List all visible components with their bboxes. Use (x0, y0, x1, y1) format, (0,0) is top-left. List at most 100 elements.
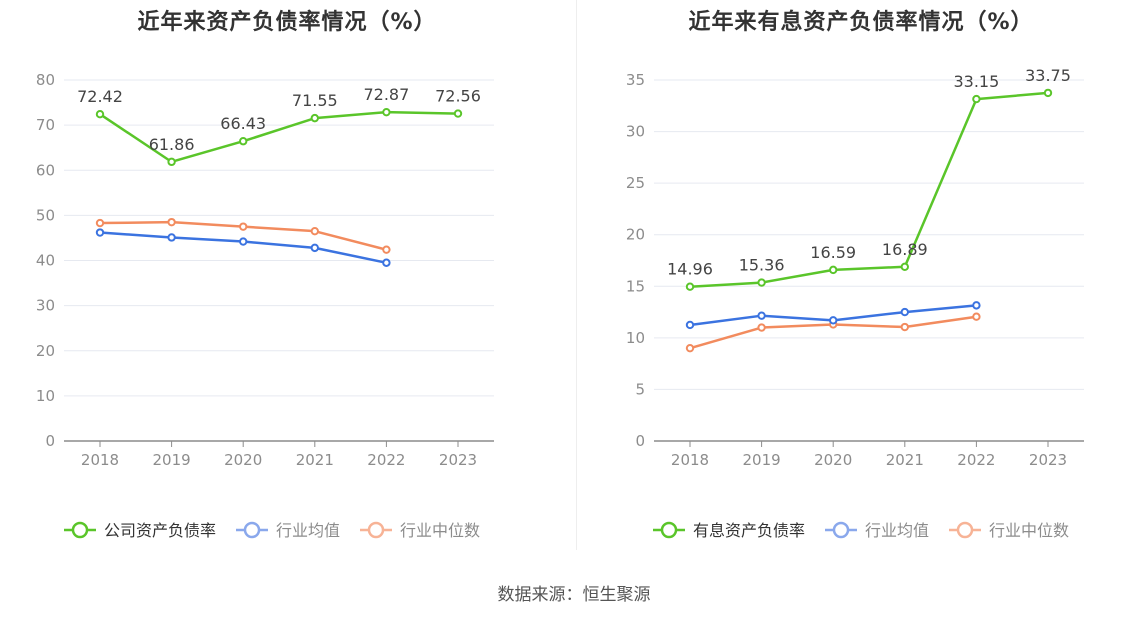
data-point (972, 301, 981, 310)
legend-item[interactable]: 有息资产负债率 (653, 521, 805, 540)
data-point (382, 258, 391, 267)
y-tick-label: 25 (626, 174, 645, 192)
x-tick-label: 2019 (743, 451, 781, 469)
y-tick-label: 60 (36, 161, 55, 179)
legend-label: 行业中位数 (400, 521, 480, 540)
data-point (900, 262, 909, 271)
data-point (829, 265, 838, 275)
y-tick-label: 35 (626, 71, 645, 89)
series-line-industry-mean (99, 231, 387, 264)
data-source-note: 数据来源：恒生聚源 (497, 585, 651, 605)
x-tick-label: 2018 (671, 451, 709, 469)
y-tick-label: 40 (36, 252, 55, 270)
legend-item[interactable]: 公司资产负债率 (64, 521, 216, 540)
x-tick-label: 2020 (224, 451, 262, 469)
data-point (167, 157, 176, 167)
data-point (310, 113, 319, 123)
data-point (167, 217, 176, 227)
data-label: 66.43 (220, 114, 266, 133)
data-label: 33.75 (1025, 66, 1071, 85)
data-label: 16.59 (810, 243, 856, 262)
y-tick-label: 50 (36, 206, 55, 224)
data-label: 33.15 (953, 72, 999, 91)
chart-title: 近年来资产负债率情况（%） (137, 10, 437, 35)
data-point (239, 137, 248, 146)
data-point (1043, 88, 1053, 98)
x-tick-label: 2020 (814, 451, 852, 469)
legend-marker (71, 521, 89, 539)
y-tick-label: 15 (626, 277, 645, 295)
x-tick-label: 2023 (1029, 451, 1067, 469)
legend-label: 行业均值 (276, 521, 340, 540)
y-tick-label: 30 (36, 297, 55, 315)
data-point (757, 311, 766, 320)
x-tick-label: 2022 (367, 451, 405, 469)
data-label: 16.89 (882, 240, 928, 259)
x-tick-label: 2023 (439, 451, 477, 469)
y-tick-label: 20 (36, 342, 55, 360)
data-point (900, 307, 909, 317)
data-point (685, 282, 695, 291)
x-tick-label: 2022 (957, 451, 995, 469)
debt-ratio-chart: 0 10 20 30 40 50 60 70 80 2018 2019 2020 2021 2022 202… (36, 71, 494, 540)
panel-divider (576, 0, 577, 550)
data-point (310, 226, 319, 236)
y-tick-label: 80 (36, 71, 55, 89)
data-label: 72.87 (363, 85, 409, 104)
data-point (95, 218, 105, 228)
data-point (685, 320, 695, 330)
plot-area: 0 10 20 30 40 50 60 70 80 2018 2019 2020 2021 2022 202… (36, 71, 494, 540)
debt-ratio-chart-panel: 近年来资产负债率情况（%） 0 10 20 30 40 50 60 70 80 2018 2019 2… (0, 0, 574, 560)
legend-label: 有息资产负债率 (693, 521, 805, 540)
legend-label: 行业中位数 (989, 521, 1069, 540)
x-tick-label: 2018 (81, 451, 119, 469)
data-label: 61.86 (149, 135, 195, 154)
series-line-company (99, 110, 459, 164)
interest-bearing-debt-ratio-chart-panel: 近年来有息资产负债率情况（%） 0 5 10 15 20 25 30 35 2018 2019 20… (574, 0, 1148, 560)
data-label: 72.56 (435, 87, 481, 106)
data-point (900, 322, 909, 332)
legend-marker (243, 521, 261, 539)
data-point (757, 323, 766, 332)
data-label: 72.42 (77, 87, 123, 106)
data-point (685, 343, 695, 353)
y-tick-label: 70 (36, 116, 55, 134)
legend-label: 行业均值 (865, 521, 929, 540)
chart-title: 近年来有息资产负债率情况（%） (688, 10, 1034, 35)
data-point (95, 110, 105, 119)
legend-item[interactable]: 行业中位数 (360, 521, 480, 540)
data-point (829, 316, 838, 325)
legend-marker (367, 521, 385, 539)
legend-item[interactable]: 行业中位数 (949, 521, 1069, 540)
y-tick-label: 30 (626, 123, 645, 141)
data-point (453, 109, 463, 118)
y-tick-label: 0 (45, 432, 55, 450)
data-point (167, 233, 176, 242)
plot-area: 0 5 10 15 20 25 30 35 2018 2019 2020 2021 2022 2023 14… (626, 66, 1084, 540)
data-point (382, 107, 391, 117)
y-tick-label: 10 (626, 329, 645, 347)
interest-bearing-debt-ratio-chart: 0 5 10 15 20 25 30 35 2018 2019 2020 2021 2022 2023 14… (626, 66, 1084, 540)
y-tick-label: 10 (36, 387, 55, 405)
y-tick-label: 20 (626, 226, 645, 244)
data-point (972, 312, 981, 321)
legend-marker (832, 521, 850, 539)
data-label: 15.36 (739, 256, 785, 275)
x-tick-label: 2019 (153, 451, 191, 469)
data-label: 14.96 (667, 260, 713, 279)
data-point (239, 237, 248, 246)
x-tick-label: 2021 (296, 451, 334, 469)
legend-label: 公司资产负债率 (104, 521, 216, 540)
legend-item[interactable]: 行业均值 (236, 521, 340, 540)
data-point (972, 94, 981, 104)
series-line-company (689, 91, 1049, 288)
data-point (239, 222, 248, 231)
legend-marker (956, 521, 974, 539)
data-point (757, 278, 766, 287)
data-point (382, 245, 391, 254)
data-point (310, 243, 319, 253)
legend-marker (660, 521, 678, 539)
legend-item[interactable]: 行业均值 (825, 521, 929, 540)
y-tick-label: 5 (635, 380, 645, 398)
data-point (95, 228, 105, 237)
